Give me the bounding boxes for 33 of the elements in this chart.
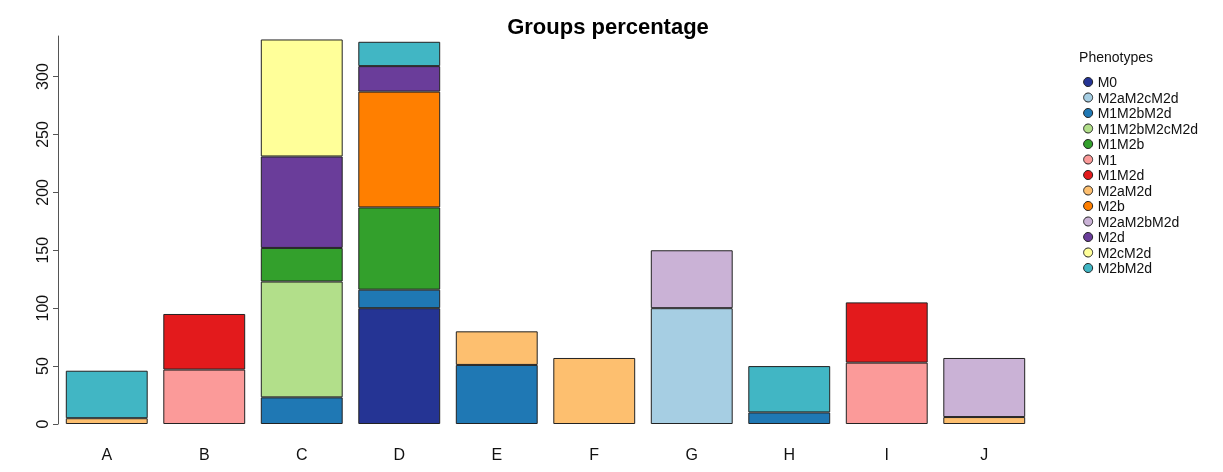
y-tick-label: 250 (33, 121, 51, 148)
legend-label: M2cM2d (1097, 244, 1152, 261)
legend-label: M2b (1097, 198, 1126, 214)
legend-label: M2aM2d (1097, 182, 1153, 199)
legend-label: M1M2b (1097, 136, 1145, 152)
bar (553, 357, 636, 424)
y-tick-label: 300 (33, 63, 51, 90)
x-tick-label: G (685, 445, 698, 463)
legend-label: M1M2d (1097, 167, 1145, 183)
legend-label: M2bM2d (1097, 260, 1153, 276)
y-tick-label: 100 (33, 294, 51, 322)
legend-label: M1M2bM2d (1097, 105, 1172, 121)
x-tick-label: A (101, 445, 113, 463)
x-tick-label: J (980, 445, 989, 463)
x-tick-label: C (295, 445, 308, 463)
x-tick-label: E (491, 445, 503, 463)
y-tick-label: 0 (33, 419, 51, 429)
legend-label: M1M2bM2cM2d (1097, 120, 1199, 137)
legend-label: M1 (1097, 151, 1118, 168)
legend-title: Phenotypes (1079, 49, 1154, 65)
legend-label: M2d (1097, 229, 1125, 245)
y-tick-label: 150 (33, 236, 51, 264)
y-tick-label: 200 (33, 178, 51, 206)
legend-label: M2aM2cM2d (1097, 89, 1179, 106)
chart-title: Groups percentage (507, 13, 709, 39)
x-tick-label: B (198, 445, 210, 463)
x-tick-label: D (393, 445, 406, 463)
legend-label: M0 (1097, 74, 1118, 90)
legend-label: M2aM2bM2d (1097, 213, 1180, 230)
x-tick-label: F (589, 445, 600, 463)
x-tick-label: I (884, 445, 889, 463)
x-tick-label: H (783, 445, 796, 463)
y-tick-label: 50 (33, 357, 51, 375)
